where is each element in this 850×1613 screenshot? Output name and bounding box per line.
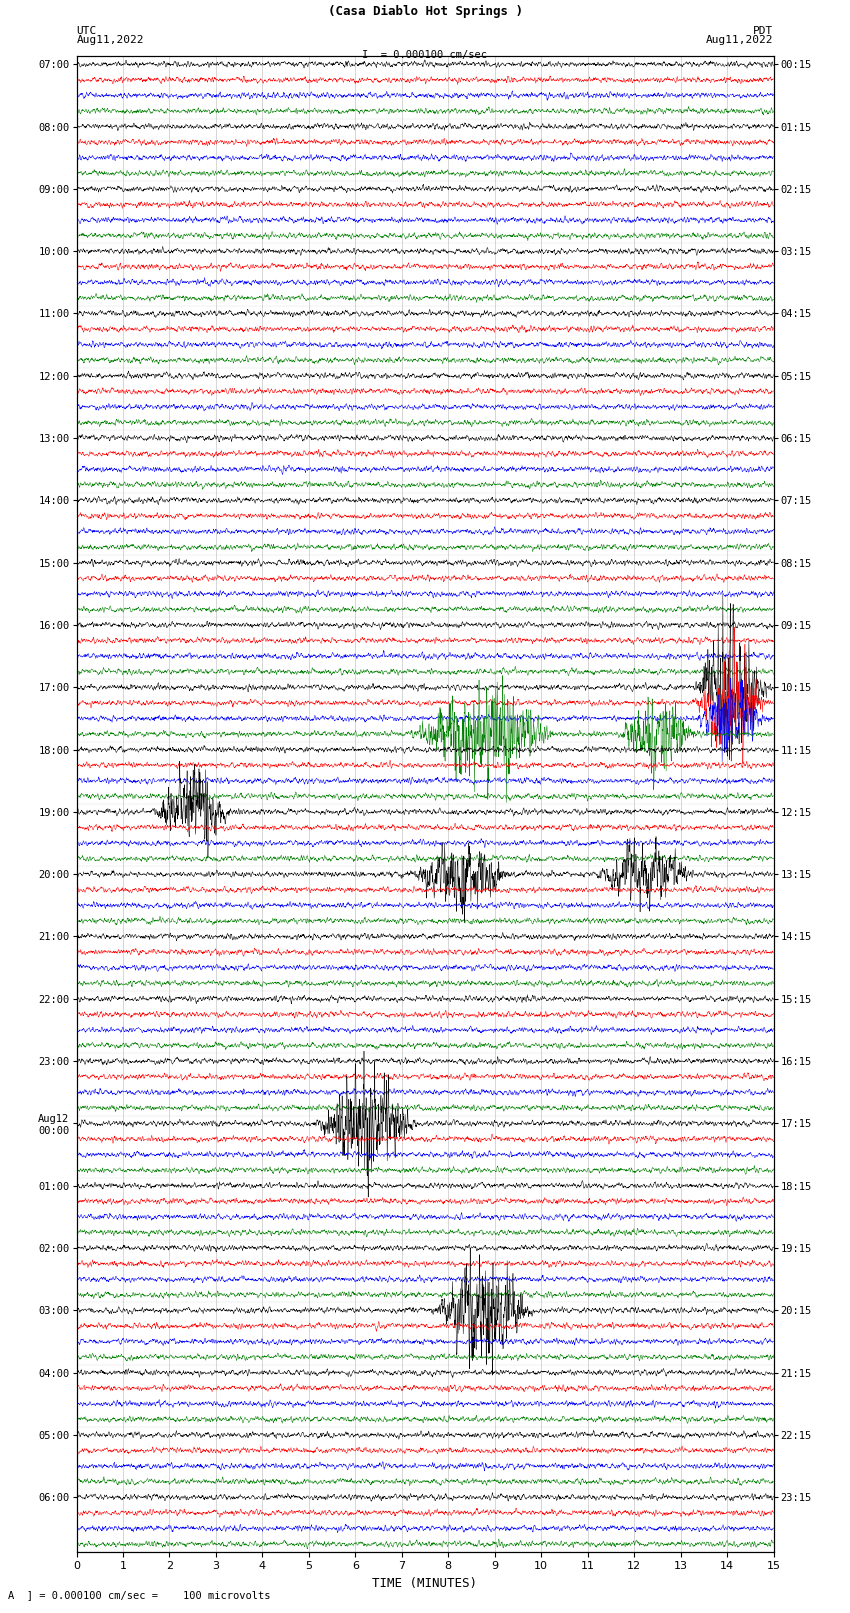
Text: PDT: PDT bbox=[753, 26, 774, 35]
Text: UTC: UTC bbox=[76, 26, 97, 35]
Text: Aug11,2022: Aug11,2022 bbox=[76, 35, 144, 45]
X-axis label: TIME (MINUTES): TIME (MINUTES) bbox=[372, 1578, 478, 1590]
Text: I  = 0.000100 cm/sec: I = 0.000100 cm/sec bbox=[362, 50, 488, 60]
Text: A  ] = 0.000100 cm/sec =    100 microvolts: A ] = 0.000100 cm/sec = 100 microvolts bbox=[8, 1590, 271, 1600]
Title: MCS EHZ NC
(Casa Diablo Hot Springs ): MCS EHZ NC (Casa Diablo Hot Springs ) bbox=[327, 0, 523, 18]
Text: Aug11,2022: Aug11,2022 bbox=[706, 35, 774, 45]
